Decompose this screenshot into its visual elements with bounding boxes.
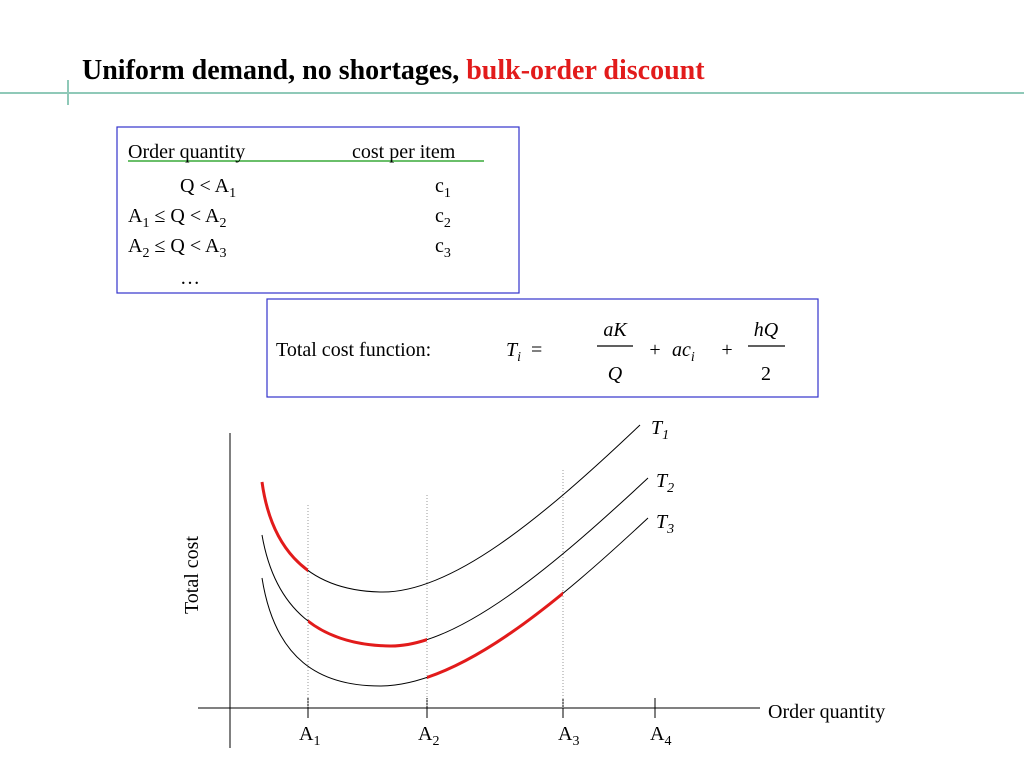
cost: c2 <box>435 205 451 231</box>
x-tick-label: A2 <box>418 723 439 749</box>
denominator: Q <box>608 363 623 385</box>
text-part: ≤ Q < A <box>149 205 220 227</box>
condition: … <box>180 267 200 289</box>
text-part: Q < A <box>180 175 230 197</box>
cost: c1 <box>435 175 451 201</box>
title-highlight: bulk-order discount <box>466 55 705 86</box>
subscript: 2 <box>667 481 674 496</box>
slide-title: Uniform demand, no shortages, bulk-order… <box>82 55 705 86</box>
text-part: ac <box>672 339 691 361</box>
cost-curves <box>261 424 649 687</box>
formula-box <box>266 298 819 398</box>
subscript: 2 <box>432 734 439 749</box>
numerator: hQ <box>754 319 779 341</box>
text-part: A <box>128 205 143 227</box>
table-header: Order quantity <box>128 141 245 163</box>
text-part: A <box>299 723 314 745</box>
curve-label: T2 <box>656 470 674 496</box>
numerator: aK <box>603 319 628 341</box>
x-axis-label: Order quantity <box>768 701 885 723</box>
condition: A2 ≤ Q < A3 <box>128 235 227 261</box>
formula-lhs: Ti <box>506 339 521 365</box>
subscript: 1 <box>313 734 320 749</box>
subscript: 2 <box>142 246 149 261</box>
text-part: T <box>656 470 669 492</box>
denominator: 2 <box>761 363 771 385</box>
subscript: i <box>517 350 521 365</box>
subscript: 3 <box>220 246 227 261</box>
subscript: 1 <box>662 428 669 443</box>
curve-label: T1 <box>651 417 669 443</box>
title-main: Uniform demand, no shortages, <box>82 55 466 86</box>
text-part: A <box>558 723 573 745</box>
table-header: cost per item <box>352 141 456 163</box>
table-box <box>116 126 520 294</box>
text-part: T <box>506 339 519 361</box>
operator: + <box>649 339 660 361</box>
cost: c3 <box>435 235 451 261</box>
term: aci <box>672 339 695 365</box>
subscript: 1 <box>229 186 236 201</box>
subscript: 3 <box>444 246 451 261</box>
equals: = <box>531 339 542 361</box>
subscript: 4 <box>664 734 671 749</box>
condition: A1 ≤ Q < A2 <box>128 205 227 231</box>
text-part: T <box>656 511 669 533</box>
x-tick-label: A1 <box>299 723 320 749</box>
subscript: 1 <box>444 186 451 201</box>
valid-segments <box>260 481 563 679</box>
x-tick-label: A3 <box>558 723 579 749</box>
text-part: A <box>418 723 433 745</box>
subscript: 1 <box>142 216 149 231</box>
subscript: 3 <box>666 522 674 537</box>
y-axis-label: Total cost <box>181 536 203 614</box>
condition: Q < A1 <box>180 175 236 201</box>
subscript: i <box>691 350 695 365</box>
text-part: T <box>651 417 664 439</box>
text-part: c <box>435 235 444 257</box>
formula-label: Total cost function: <box>276 339 431 361</box>
breakpoint-lines <box>307 470 564 708</box>
operator: + <box>721 339 732 361</box>
text-part: ≤ Q < A <box>149 235 220 257</box>
text-part: … <box>180 267 200 289</box>
curve-label: T3 <box>656 511 674 537</box>
text-part: c <box>435 175 444 197</box>
subscript: 2 <box>444 216 451 231</box>
text-part: A <box>650 723 665 745</box>
text-part: c <box>435 205 444 227</box>
subscript: 3 <box>572 734 579 749</box>
subscript: 2 <box>220 216 227 231</box>
text-part: A <box>128 235 143 257</box>
x-tick-label: A4 <box>650 723 671 749</box>
